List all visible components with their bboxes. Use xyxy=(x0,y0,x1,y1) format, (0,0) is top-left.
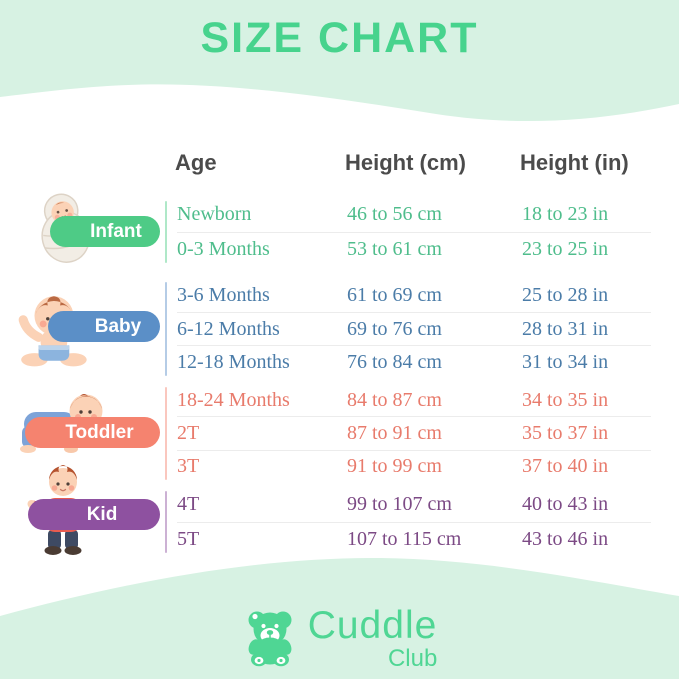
height-cm-cell: 107 to 115 cm xyxy=(347,527,462,550)
brand-subname: Club xyxy=(387,644,438,672)
height-in-cell: 40 to 43 in xyxy=(522,493,609,516)
group-pill-kid: Kid xyxy=(28,499,160,530)
height-in-cell: 25 to 28 in xyxy=(522,283,609,306)
group-label-kid: Kid xyxy=(86,503,118,525)
teddy-bear-icon xyxy=(248,611,292,667)
group-bar-kid xyxy=(165,491,167,553)
header-height-cm: Height (cm) xyxy=(345,150,466,175)
brand-name: Cuddle xyxy=(307,604,438,647)
header-age: Age xyxy=(175,150,217,175)
age-cell: 18-24 Months xyxy=(177,388,290,411)
height-in-cell: 31 to 34 in xyxy=(522,351,609,374)
group-label-baby: Baby xyxy=(94,315,142,337)
height-in-cell: 23 to 25 in xyxy=(522,237,609,260)
height-cm-cell: 61 to 69 cm xyxy=(347,283,442,306)
table-row: 3-6 Months 61 to 69 cm 25 to 28 in xyxy=(177,279,651,313)
table-header-row: Age Height (cm) Height (in) xyxy=(175,150,653,176)
height-in-cell: 28 to 31 in xyxy=(522,317,609,340)
group-rows-kid: 4T 99 to 107 cm 40 to 43 in 5T 107 to 11… xyxy=(165,488,651,556)
group-label-toddler: Toddler xyxy=(65,421,134,443)
height-in-cell: 35 to 37 in xyxy=(522,421,609,444)
height-cm-cell: 91 to 99 cm xyxy=(347,455,442,478)
group-bar-infant xyxy=(165,201,167,263)
group-pill-baby: Baby xyxy=(48,311,160,342)
table-row: 18-24 Months 84 to 87 cm 34 to 35 in xyxy=(177,384,651,418)
top-wave-decoration xyxy=(0,0,679,122)
age-cell: 12-18 Months xyxy=(177,351,290,374)
header-height-in: Height (in) xyxy=(520,150,629,175)
group-rows-toddler: 18-24 Months 84 to 87 cm 34 to 35 in 2T … xyxy=(165,384,651,483)
table-row: 3T 91 to 99 cm 37 to 40 in xyxy=(177,451,651,483)
bottom-wave-decoration xyxy=(0,558,679,679)
table-row: 6-12 Months 69 to 76 cm 28 to 31 in xyxy=(177,313,651,347)
age-cell: 3-6 Months xyxy=(177,283,270,306)
group-pill-infant: Infant xyxy=(50,216,160,247)
height-cm-cell: 76 to 84 cm xyxy=(347,351,442,374)
height-cm-cell: 69 to 76 cm xyxy=(347,317,442,340)
age-cell: 6-12 Months xyxy=(177,317,280,340)
top-wave-shape xyxy=(0,0,679,122)
group-bar-baby xyxy=(165,282,167,376)
group-rows-baby: 3-6 Months 61 to 69 cm 25 to 28 in 6-12 … xyxy=(165,279,651,379)
group-pill-toddler: Toddler xyxy=(25,417,160,448)
brand-logo-text: Cuddle Club xyxy=(307,604,438,672)
table-row: 4T 99 to 107 cm 40 to 43 in xyxy=(177,488,651,523)
brand-logo: Cuddle Club xyxy=(0,604,679,672)
table-row: 5T 107 to 115 cm 43 to 46 in xyxy=(177,523,651,557)
age-cell: 4T xyxy=(177,493,200,516)
group-bar-toddler xyxy=(165,387,167,480)
table-row: 12-18 Months 76 to 84 cm 31 to 34 in xyxy=(177,346,651,379)
page-title: SIZE CHART xyxy=(200,14,479,62)
group-label-infant: Infant xyxy=(90,220,142,242)
height-cm-cell: 99 to 107 cm xyxy=(347,493,452,516)
age-cell: 3T xyxy=(177,455,200,478)
height-in-cell: 43 to 46 in xyxy=(522,527,609,550)
table-row: 2T 87 to 91 cm 35 to 37 in xyxy=(177,417,651,451)
height-cm-cell: 53 to 61 cm xyxy=(347,237,442,260)
height-in-cell: 37 to 40 in xyxy=(522,455,609,478)
bottom-wave-shape xyxy=(0,558,679,679)
group-rows-infant: Newborn 46 to 56 cm 18 to 23 in 0-3 Mont… xyxy=(165,198,651,266)
height-in-cell: 18 to 23 in xyxy=(522,203,609,226)
age-cell: 5T xyxy=(177,527,200,550)
height-cm-cell: 84 to 87 cm xyxy=(347,388,442,411)
height-cm-cell: 87 to 91 cm xyxy=(347,421,442,444)
age-cell: Newborn xyxy=(177,203,252,226)
age-cell: 2T xyxy=(177,421,200,444)
height-cm-cell: 46 to 56 cm xyxy=(347,203,442,226)
table-row: 0-3 Months 53 to 61 cm 23 to 25 in xyxy=(177,233,651,267)
table-row: Newborn 46 to 56 cm 18 to 23 in xyxy=(177,198,651,233)
height-in-cell: 34 to 35 in xyxy=(522,388,609,411)
age-cell: 0-3 Months xyxy=(177,237,270,260)
